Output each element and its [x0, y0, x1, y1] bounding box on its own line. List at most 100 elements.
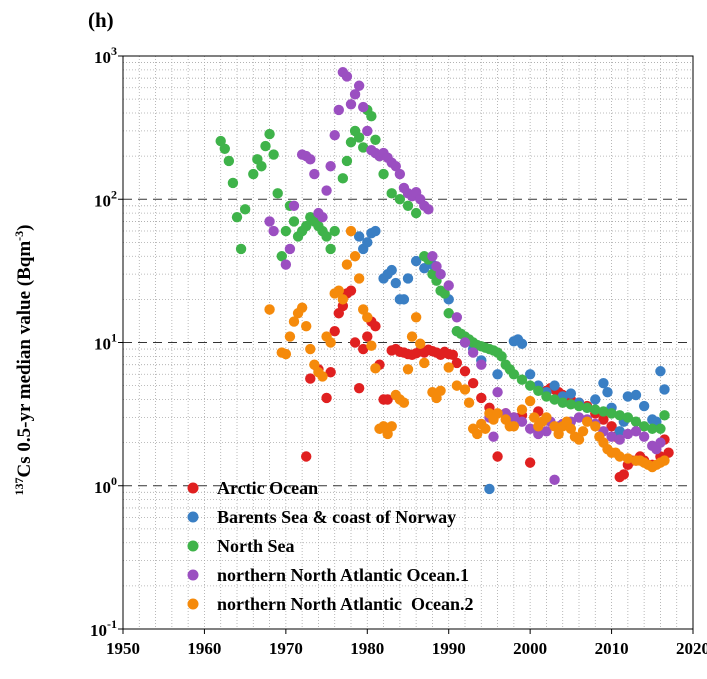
data-point — [439, 288, 450, 299]
data-point — [565, 423, 577, 434]
data-point — [459, 366, 471, 377]
data-point — [549, 474, 560, 486]
data-point — [378, 168, 389, 180]
data-point — [590, 394, 601, 405]
data-point — [386, 421, 397, 432]
data-point — [598, 377, 609, 389]
data-point — [524, 369, 536, 380]
data-point — [349, 89, 361, 100]
data-point — [272, 188, 283, 199]
data-point — [419, 263, 430, 274]
data-point — [309, 168, 320, 180]
data-point — [301, 220, 312, 232]
y-axis-label: 137Cs 0.5-yr median value (Bqm-3) — [12, 225, 35, 496]
data-point — [325, 161, 336, 172]
legend-label: northern North Atlantic Ocean.2 — [217, 594, 473, 614]
data-point — [590, 404, 601, 415]
data-point — [390, 161, 401, 172]
data-point — [581, 416, 593, 427]
data-point — [248, 168, 259, 180]
data-point — [630, 426, 642, 437]
x-tick-label: 2000 — [513, 639, 547, 658]
data-point — [317, 371, 328, 382]
data-point — [358, 142, 369, 153]
data-point — [451, 357, 463, 369]
y-tick-label: 100 — [94, 474, 117, 497]
data-point — [443, 308, 454, 319]
y-axis-label-isotope: 137 — [12, 477, 26, 495]
data-point — [239, 204, 251, 215]
data-point — [358, 304, 369, 315]
data-point — [235, 243, 247, 255]
data-point — [638, 431, 650, 442]
data-point — [431, 261, 442, 272]
legend-marker — [187, 511, 199, 523]
x-axis-ticks: 1950 1960 1970 1980 1990 2000 2010 2020 — [106, 629, 707, 658]
data-point — [423, 204, 434, 215]
legend-marker — [187, 569, 199, 581]
y-tick-label: 101 — [94, 331, 117, 354]
data-point — [321, 231, 332, 242]
data-point — [410, 255, 422, 267]
data-point — [268, 149, 279, 160]
data-point — [476, 359, 487, 370]
data-point — [325, 367, 336, 378]
data-point — [659, 410, 670, 421]
data-point — [288, 316, 300, 327]
data-point — [614, 451, 625, 462]
data-point — [337, 294, 349, 305]
data-point — [614, 426, 625, 437]
data-point — [496, 351, 507, 362]
data-point — [280, 259, 292, 270]
data-point — [345, 285, 357, 296]
data-point — [508, 412, 520, 423]
data-point — [329, 325, 340, 337]
data-point — [256, 161, 267, 172]
data-point — [362, 237, 373, 248]
data-point — [398, 397, 410, 408]
y-axis-ticks: 10-1 100 101 102 103 — [90, 44, 123, 640]
data-point — [353, 80, 365, 91]
data-point — [402, 364, 414, 375]
data-point — [516, 338, 528, 349]
data-point — [276, 251, 287, 262]
data-point — [333, 104, 344, 116]
data-point — [467, 377, 479, 389]
data-point — [508, 369, 520, 380]
y-axis-label-close: ) — [14, 225, 35, 231]
x-tick-label: 2020 — [676, 639, 707, 658]
data-point — [223, 155, 235, 167]
data-point — [419, 357, 430, 369]
data-point — [622, 453, 634, 464]
data-point — [301, 320, 312, 332]
data-point — [451, 312, 463, 323]
data-point — [362, 125, 373, 137]
data-point — [264, 304, 275, 315]
data-point — [630, 416, 642, 427]
data-point — [614, 410, 625, 421]
y-tick-label: 10-1 — [90, 617, 117, 640]
data-point — [321, 392, 332, 404]
data-point — [638, 400, 650, 412]
data-point — [590, 421, 601, 432]
data-point — [581, 402, 593, 414]
data-point — [480, 423, 491, 434]
data-point — [492, 369, 503, 380]
data-point — [329, 225, 340, 237]
y-axis-label-exponent: -3 — [12, 231, 26, 241]
data-point — [264, 128, 275, 140]
data-point — [663, 447, 674, 458]
data-point — [402, 200, 414, 212]
data-point — [606, 408, 617, 419]
data-point — [435, 268, 446, 280]
data-point — [305, 154, 316, 165]
data-point — [288, 216, 300, 227]
data-point — [553, 428, 564, 440]
data-point — [541, 412, 552, 423]
data-point — [386, 264, 397, 276]
data-point — [288, 200, 300, 212]
data-point — [341, 155, 353, 167]
data-point — [614, 434, 625, 445]
data-point — [296, 302, 308, 313]
data-point — [406, 331, 418, 342]
